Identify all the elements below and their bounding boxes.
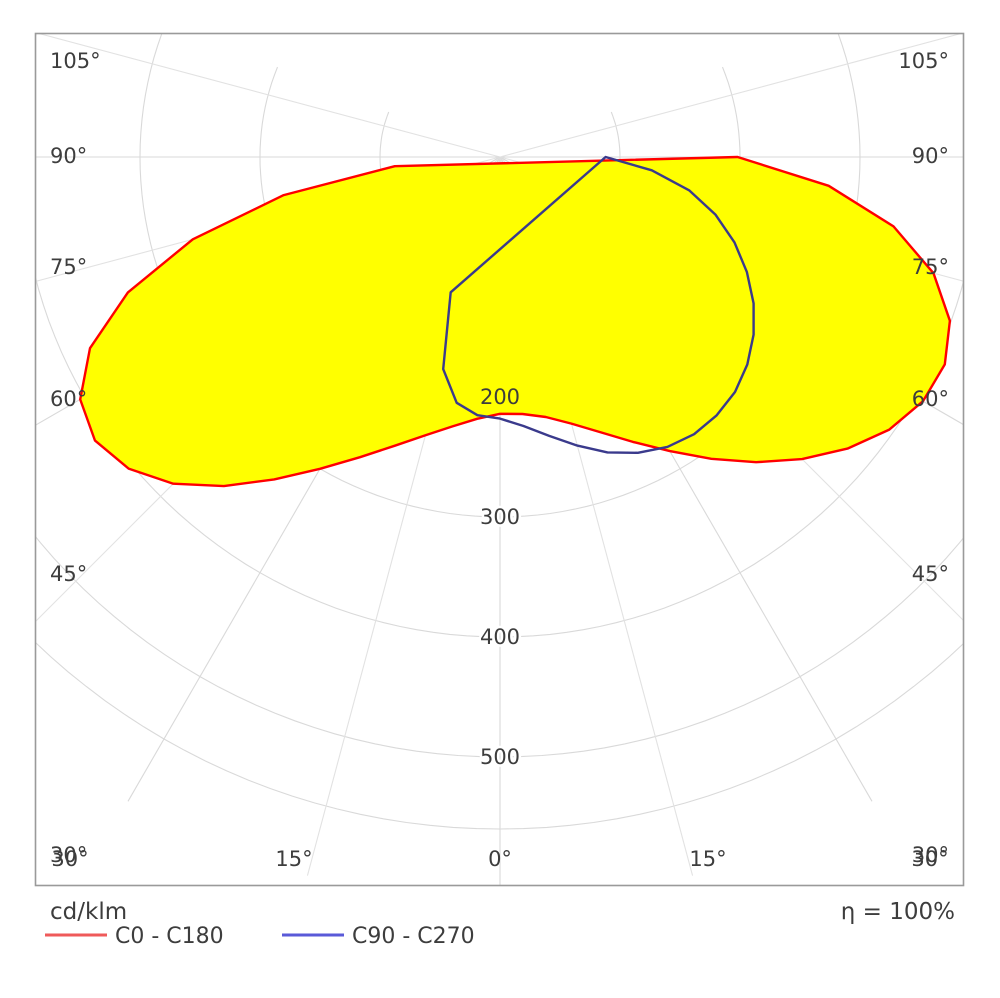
angle-label-left: 30° bbox=[50, 843, 87, 867]
angle-label-bottom: 0° bbox=[488, 847, 512, 871]
angle-label-left: 60° bbox=[50, 387, 87, 411]
angle-label-bottom: 30° bbox=[51, 847, 88, 871]
intensity-curves bbox=[79, 155, 952, 488]
angle-label-right: 90° bbox=[912, 144, 949, 168]
radial-tick-label-halo: 400 bbox=[480, 625, 520, 649]
radial-tick-label-halo: 500 bbox=[480, 745, 520, 769]
radial-tick-label: 200 bbox=[480, 385, 520, 409]
chart-legend: cd/klm η = 100% C0 - C180 C90 - C270 bbox=[45, 899, 955, 949]
units-label: cd/klm bbox=[50, 899, 127, 925]
intensity-fill-region bbox=[80, 157, 950, 487]
legend-item[interactable]: C90 - C270 bbox=[282, 924, 475, 949]
curve-c90-c270 bbox=[442, 155, 755, 454]
angle-label-left: 90° bbox=[50, 144, 87, 168]
curve-c0-c180 bbox=[79, 155, 952, 488]
radial-tick-label: 500 bbox=[480, 745, 520, 769]
legend-item-label: C90 - C270 bbox=[352, 924, 475, 949]
angle-label-bottom: 15° bbox=[689, 847, 726, 871]
angle-label-right: 75° bbox=[912, 255, 949, 279]
angle-label-right: 60° bbox=[912, 387, 949, 411]
angle-label-left: 75° bbox=[50, 255, 87, 279]
efficiency-label: η = 100% bbox=[841, 899, 955, 925]
radial-tick-label: 400 bbox=[480, 625, 520, 649]
angle-label-right: 30° bbox=[912, 843, 949, 867]
angle-tick-labels: 105°90°75°60°45°30°105°90°75°60°45°30°30… bbox=[50, 49, 949, 871]
angle-label-bottom: 15° bbox=[275, 847, 312, 871]
radial-tick-label-halo: 300 bbox=[480, 505, 520, 529]
radial-tick-label: 300 bbox=[480, 505, 520, 529]
angle-label-left: 105° bbox=[50, 49, 101, 73]
angle-label-right: 45° bbox=[912, 562, 949, 586]
plot-border bbox=[34, 32, 965, 887]
angle-label-right: 105° bbox=[898, 49, 949, 73]
legend-item[interactable]: C0 - C180 bbox=[45, 924, 224, 949]
radial-tick-label-halo: 200 bbox=[480, 385, 520, 409]
legend-item-label: C0 - C180 bbox=[115, 924, 224, 949]
angle-label-left: 45° bbox=[50, 562, 87, 586]
angle-label-bottom: 30° bbox=[911, 847, 948, 871]
